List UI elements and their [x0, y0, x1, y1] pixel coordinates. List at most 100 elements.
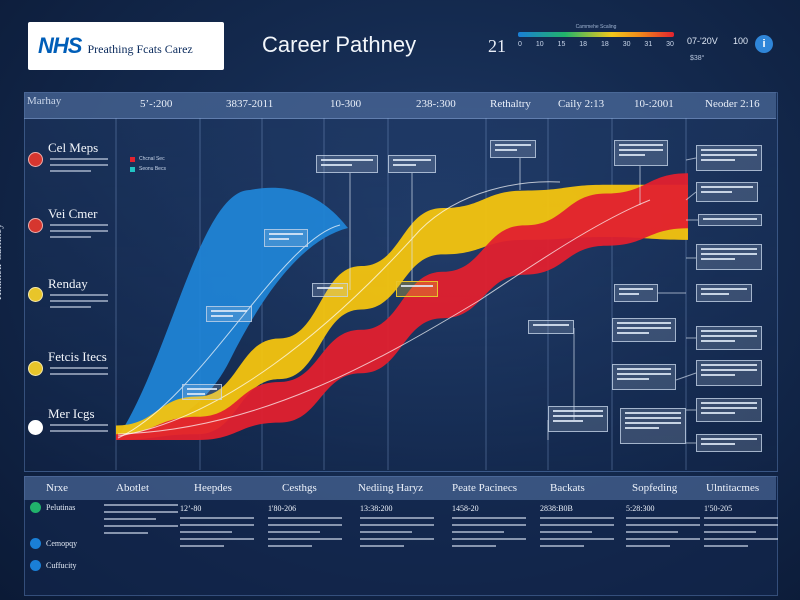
annotation-note [528, 320, 574, 334]
annotation-note [490, 140, 536, 158]
column-header: Caily 2:13 [558, 98, 605, 110]
connector-line [685, 157, 697, 161]
column-header: 3837-2011 [226, 98, 274, 110]
annotation-note [206, 306, 252, 322]
scale-tick: 15 [557, 41, 566, 48]
annotation-note [696, 360, 762, 386]
scale-ticks: 0 10 15 18 18 30 31 30 [518, 41, 674, 48]
side-label: Marhay [27, 95, 62, 107]
legend-label: Chcnal Sec [139, 156, 165, 162]
top-count: 100 [733, 36, 749, 46]
column-header: 238-:300 [416, 98, 456, 110]
summary-left-label: Pelutinas [46, 503, 76, 512]
summary-left-item: Pelutinas [30, 502, 75, 513]
row-title: Mer Icgs [48, 406, 95, 421]
summary-column: 1'50-205 [704, 504, 778, 552]
trend-line [117, 199, 651, 435]
logo-subtitle: Preathing Fcats Carez [87, 41, 193, 56]
scale-tick: 10 [535, 41, 544, 48]
series-area-blue [116, 187, 348, 440]
summary-value: 1458-20 [452, 504, 479, 513]
summary-column [104, 504, 178, 539]
row-title: Fetcis Itecs [48, 349, 107, 364]
row-marker-icon [28, 218, 43, 233]
annotation-note [696, 244, 762, 270]
summary-header: Heepdes [194, 482, 232, 494]
row-text-lines [50, 224, 108, 242]
trend-line [117, 181, 561, 437]
column-header: Rethaltry [490, 98, 531, 110]
summary-value: 12’-80 [180, 504, 202, 513]
annotation-note [696, 326, 762, 350]
summary-value: 2838:B0B [540, 504, 573, 513]
summary-header: Ulntitacmes [706, 482, 760, 494]
scale-tick: 0 [518, 41, 522, 48]
summary-value: 5:28:300 [626, 504, 655, 513]
row-marker-icon [28, 152, 43, 167]
annotation-note [696, 284, 752, 302]
summary-value: 1'50-205 [704, 504, 733, 513]
trend-line [117, 224, 341, 439]
row-text-lines [50, 158, 108, 176]
row-marker-icon [28, 361, 43, 376]
annotation-note [548, 406, 608, 432]
scale-title: Cammehe Scaling [575, 24, 617, 30]
page-title: Career Pathney [262, 32, 417, 57]
summary-column: 2838:B0B [540, 504, 614, 552]
row-marker-icon [28, 420, 43, 435]
column-header: Neoder 2:16 [705, 98, 760, 110]
legend-item: Seonu Becs [130, 166, 166, 172]
annotation-note [612, 364, 676, 390]
scale-tick: 31 [644, 41, 653, 48]
row-marker-icon [28, 287, 43, 302]
summary-header-bar [24, 476, 776, 500]
summary-column: 5:28:300 [626, 504, 700, 552]
row-text-lines [50, 367, 108, 379]
summary-column: 1'80-206 [268, 504, 342, 552]
connector-line [675, 372, 697, 381]
legend-item: Chcnal Sec [130, 156, 165, 162]
connector-line [685, 191, 697, 201]
scale-tick: 30 [622, 41, 631, 48]
annotation-note [696, 145, 762, 171]
annotation-note [614, 284, 658, 302]
summary-left-item: Cemopqy [30, 538, 77, 549]
logo-text: NHS [38, 33, 82, 58]
summary-column: 1458-20 [452, 504, 526, 552]
legend-swatch [130, 166, 135, 172]
summary-left-label: Cemopqy [46, 539, 78, 548]
annotation-note [612, 318, 676, 342]
top-number: 21 [488, 36, 506, 56]
annotation-note [620, 408, 686, 444]
annotation-note [182, 384, 222, 400]
status-dot-icon [30, 538, 41, 549]
summary-header: Peate Pacinecs [452, 482, 518, 494]
summary-left-label: Cuffucity [46, 561, 77, 570]
summary-header: Nediing Haryz [358, 482, 424, 494]
row-text-lines [50, 294, 108, 312]
column-header: 5’-:200 [140, 98, 173, 110]
annotation-note [264, 229, 308, 247]
info-icon[interactable]: i [755, 35, 773, 53]
summary-header: Abotlet [116, 482, 149, 494]
summary-header: Cesthgs [282, 482, 317, 494]
row-title: Renday [48, 276, 88, 291]
top-date: 07-'20V [687, 36, 718, 46]
annotation-note [696, 182, 758, 202]
annotation-note [614, 140, 668, 166]
annotation-note [388, 155, 436, 173]
row-title: Vei Cmer [48, 206, 98, 221]
summary-header: Sopfeding [632, 482, 678, 494]
scale-tick: 30 [666, 41, 674, 48]
summary-header: Backats [550, 482, 585, 494]
column-header: 10-:2001 [634, 98, 674, 110]
color-scale: Cammehe Scaling 0 10 15 18 18 30 31 30 [518, 24, 674, 48]
status-dot-icon [30, 502, 41, 513]
row-title: Cel Meps [48, 140, 99, 155]
status-dot-icon [30, 560, 41, 571]
column-header: 10-300 [330, 98, 362, 110]
summary-value: 13:38:200 [360, 504, 393, 513]
series-area-yellow [116, 184, 688, 440]
annotation-note [696, 398, 762, 422]
